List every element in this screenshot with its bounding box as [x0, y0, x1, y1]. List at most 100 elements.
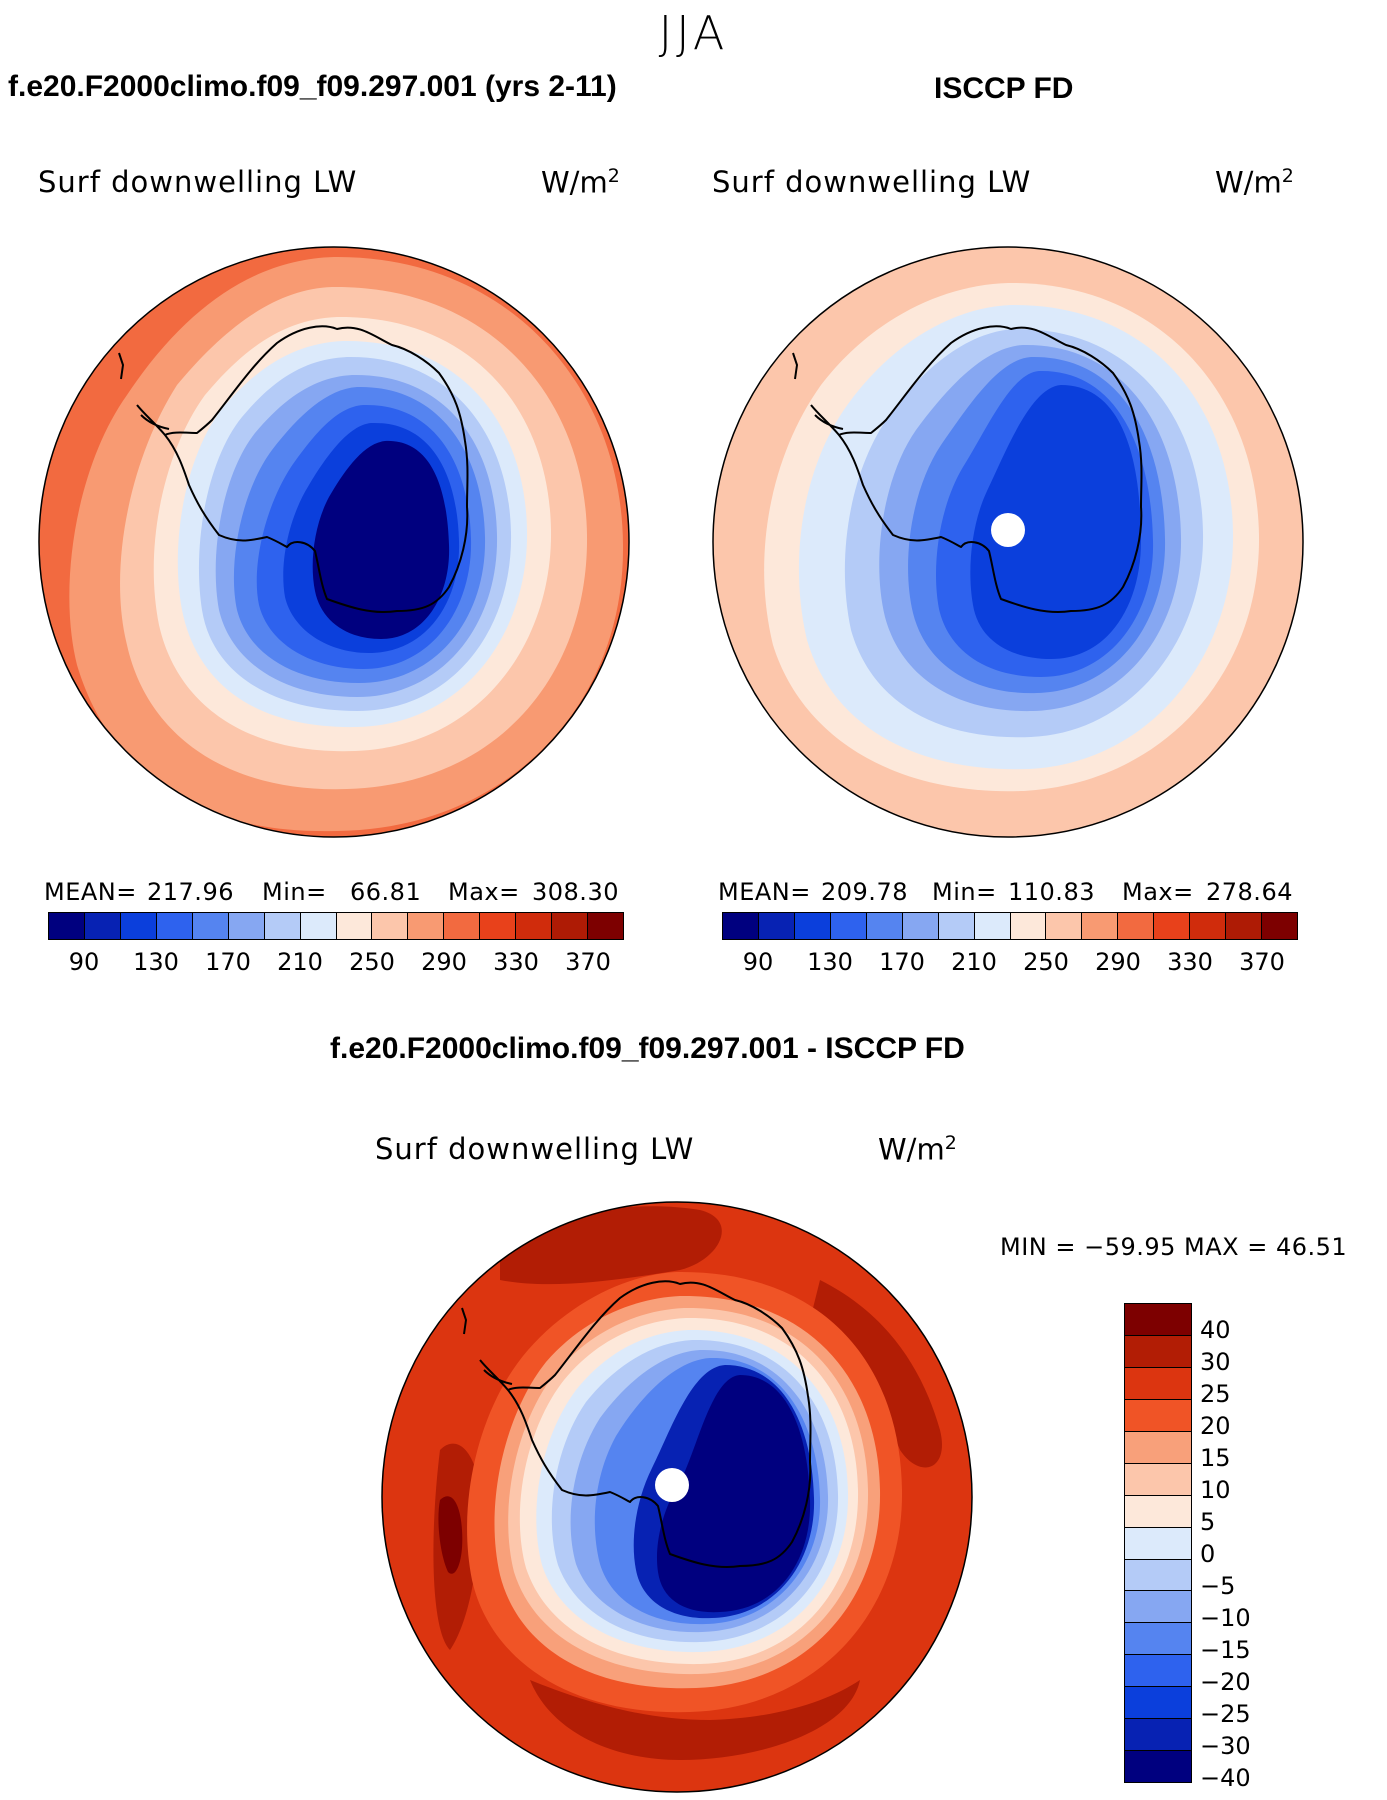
diff-colorbar-cell	[1125, 1751, 1191, 1783]
diff-colorbar-tick-label: −10	[1200, 1604, 1251, 1633]
diff-colorbar-cell	[1125, 1623, 1191, 1656]
model-colorbar-tick-label: 210	[277, 948, 323, 976]
diff-contour-30-blob-e	[810, 1280, 942, 1468]
diff-colorbar-cell	[1125, 1304, 1191, 1336]
model-colorbar-cell	[228, 913, 265, 939]
diff-colorbar-tick-label: 40	[1200, 1316, 1231, 1345]
obs-mean-label: MEAN=	[718, 878, 811, 906]
obs-colorbar-tick-label: 130	[807, 948, 853, 976]
obs-colorbar-cell	[1154, 913, 1191, 939]
model-colorbar-cell	[408, 913, 445, 939]
obs-units-label: W/m2	[1215, 165, 1294, 200]
model-mean-value: 217.96	[147, 878, 234, 906]
model-colorbar-cell	[444, 913, 481, 939]
diff-colorbar-tick-label: −20	[1200, 1668, 1251, 1697]
model-colorbar-cell	[49, 913, 85, 939]
model-colorbar-cell	[120, 913, 157, 939]
diff-missing-pole-patch	[655, 1468, 689, 1502]
diff-units-exponent: 2	[944, 1132, 957, 1154]
diff-variable-label: Surf downwelling LW	[375, 1132, 695, 1166]
model-colorbar-tick-label: 330	[493, 948, 539, 976]
diff-colorbar-cell	[1125, 1495, 1191, 1528]
obs-colorbar-cell	[866, 913, 903, 939]
obs-colorbar-cell	[723, 913, 759, 939]
diff-map-boundary	[381, 1201, 973, 1793]
obs-colorbar-cell	[974, 913, 1011, 939]
diff-colorbar-cell	[1125, 1399, 1191, 1432]
model-colorbar-cell	[516, 913, 553, 939]
diff-antarctica-coastline	[507, 1280, 812, 1569]
obs-colorbar-cell	[1046, 913, 1083, 939]
model-units-base: W/m	[541, 165, 608, 200]
diff-colorbar-cell	[1125, 1463, 1191, 1496]
model-case-title: f.e20.F2000climo.f09_f09.297.001 (yrs 2-…	[8, 70, 617, 103]
obs-variable-label: Surf downwelling LW	[712, 165, 1032, 199]
model-colorbar-cell	[588, 913, 623, 939]
diff-colorbar-tick-label: −30	[1200, 1732, 1251, 1761]
model-colorbar-cell	[552, 913, 589, 939]
model-colorbar-tick-label: 250	[349, 948, 395, 976]
model-max-value: 308.30	[532, 878, 619, 906]
diff-contour-minus40	[656, 1375, 811, 1613]
diff-colorbar-tick-label: −25	[1200, 1700, 1251, 1729]
diff-colorbar-tick-label: −15	[1200, 1636, 1251, 1665]
diff-minmax-label: MIN = −59.95 MAX = 46.51	[1000, 1233, 1348, 1261]
diff-colorbar-ticks: 40 30 25 20 15 10 5 0 −5 −10 −15 −20 −25 −30 −40	[1200, 1303, 1300, 1792]
diff-peninsula-coastline	[479, 1359, 513, 1391]
model-units-exponent: 2	[607, 165, 620, 187]
model-units-label: W/m2	[541, 165, 620, 200]
obs-colorbar	[722, 912, 1298, 940]
obs-colorbar-cell	[1262, 913, 1297, 939]
model-stats-line: MEAN= 217.96 Min= 66.81 Max= 308.30	[44, 878, 634, 908]
model-peninsula-coastline	[136, 404, 170, 436]
obs-units-exponent: 2	[1281, 165, 1294, 187]
obs-colorbar-tick-label: 290	[1095, 948, 1141, 976]
obs-colorbar-tick-label: 370	[1239, 948, 1285, 976]
diff-units-base: W/m	[878, 1132, 945, 1167]
diff-colorbar-cell	[1125, 1431, 1191, 1464]
model-colorbar	[48, 912, 624, 940]
obs-colorbar-tick-label: 330	[1167, 948, 1213, 976]
obs-colorbar-tick-label: 170	[879, 948, 925, 976]
obs-colorbar-tick-label: 90	[742, 948, 774, 976]
obs-colorbar-cell	[938, 913, 975, 939]
obs-case-title: ISCCP FD	[934, 72, 1074, 105]
model-contour-90	[312, 440, 450, 639]
obs-antarctica-coastline	[838, 325, 1143, 614]
obs-colorbar-cell	[1082, 913, 1119, 939]
obs-colorbar-ticks: 90 130 170 210 250 290 330 370	[722, 948, 1296, 978]
obs-min-label: Min=	[932, 878, 997, 906]
diff-colorbar-cell	[1125, 1655, 1191, 1688]
model-colorbar-tick-label: 90	[68, 948, 100, 976]
diff-colorbar-cell	[1125, 1559, 1191, 1592]
obs-colorbar-cell	[758, 913, 795, 939]
diff-colorbar-tick-label: 20	[1200, 1412, 1231, 1441]
obs-map-boundary	[712, 246, 1304, 838]
model-variable-label: Surf downwelling LW	[38, 165, 358, 199]
obs-mean-value: 209.78	[821, 878, 908, 906]
model-colorbar-tick-label: 170	[205, 948, 251, 976]
obs-colorbar-cell	[1118, 913, 1155, 939]
model-antarctica-coastline	[164, 325, 469, 614]
model-colorbar-cell	[156, 913, 193, 939]
obs-missing-pole-patch	[991, 513, 1025, 547]
model-colorbar-cell	[336, 913, 373, 939]
model-polar-map	[38, 246, 630, 838]
model-colorbar-tick-label: 370	[565, 948, 611, 976]
obs-colorbar-cell	[1226, 913, 1263, 939]
model-map-boundary	[38, 246, 630, 838]
diff-colorbar-cell	[1125, 1591, 1191, 1624]
obs-polar-map	[712, 246, 1304, 838]
diff-units-label: W/m2	[878, 1132, 957, 1167]
obs-max-label: Max=	[1122, 878, 1194, 906]
model-colorbar-cell	[480, 913, 517, 939]
diff-colorbar-cell	[1125, 1719, 1191, 1752]
model-max-label: Max=	[448, 878, 520, 906]
obs-colorbar-cell	[902, 913, 939, 939]
season-title: JJA	[658, 6, 729, 60]
diff-contour-30-blob-s	[530, 1680, 860, 1760]
obs-contour-90plus	[970, 385, 1141, 659]
model-mean-label: MEAN=	[44, 878, 137, 906]
diff-colorbar-tick-label: 5	[1200, 1508, 1216, 1537]
diff-colorbar-tick-label: −40	[1200, 1764, 1251, 1793]
